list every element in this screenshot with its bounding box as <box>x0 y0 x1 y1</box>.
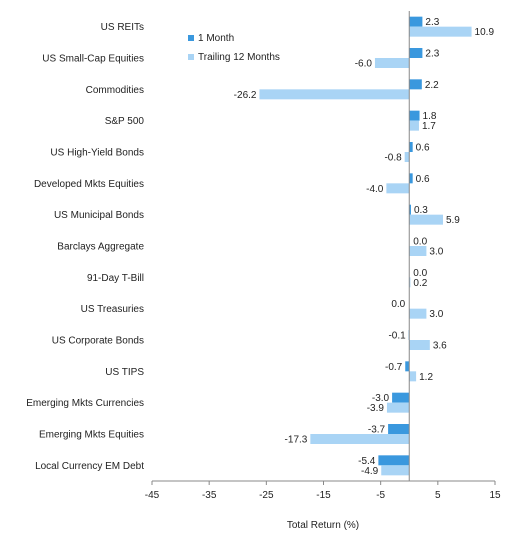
bar-one-month <box>409 16 423 27</box>
category-label: 91-Day T-Bill <box>87 273 144 284</box>
bar-one-month <box>409 79 422 90</box>
data-label-one-month: 2.3 <box>425 49 439 60</box>
data-label-one-month: 0.0 <box>413 237 427 248</box>
bar-one-month <box>409 142 413 152</box>
legend: 1 Month Trailing 12 Months <box>188 33 280 63</box>
category-label: Developed Mkts Equities <box>34 179 144 190</box>
data-label-trailing-12-months: 5.9 <box>446 215 460 226</box>
bar-one-month <box>405 361 410 372</box>
bar-one-month <box>388 424 410 434</box>
bar-trailing-12-months <box>409 214 443 225</box>
category-label: US TIPS <box>105 367 144 378</box>
bar-one-month <box>409 110 420 121</box>
data-label-trailing-12-months: 3.6 <box>433 341 447 352</box>
bar-trailing-12-months <box>409 340 430 350</box>
bar-trailing-12-months <box>310 434 410 444</box>
bar-trailing-12-months <box>409 308 427 319</box>
bar-one-month <box>409 48 423 58</box>
category-label: US Treasuries <box>81 304 144 315</box>
data-label-trailing-12-months: -0.8 <box>384 153 402 164</box>
x-tick-label: -5 <box>376 490 385 501</box>
x-tick-label: -35 <box>202 490 217 501</box>
category-label: S&P 500 <box>105 116 145 127</box>
category-label: US Corporate Bonds <box>52 336 144 347</box>
data-label-trailing-12-months: 1.2 <box>419 372 433 383</box>
data-label-one-month: 0.0 <box>391 299 405 310</box>
data-label-trailing-12-months: 0.2 <box>413 278 427 289</box>
data-label-trailing-12-months: -6.0 <box>355 59 373 70</box>
data-label-trailing-12-months: 3.0 <box>429 247 443 258</box>
data-label-trailing-12-months: -26.2 <box>234 90 257 101</box>
data-label-trailing-12-months: 1.7 <box>422 121 436 132</box>
category-label: Local Currency EM Debt <box>35 461 144 472</box>
category-label: US Small-Cap Equities <box>42 54 144 65</box>
bar-trailing-12-months <box>409 277 411 288</box>
bar-trailing-12-months <box>404 152 410 162</box>
bar-trailing-12-months <box>386 402 410 413</box>
x-tick-label: -25 <box>259 490 274 501</box>
bar-trailing-12-months <box>259 89 410 100</box>
x-tick-label: 5 <box>435 490 441 501</box>
legend-swatch <box>188 54 194 60</box>
data-label-trailing-12-months: -4.9 <box>361 466 379 477</box>
data-label-one-month: -0.1 <box>388 331 406 342</box>
data-label-trailing-12-months: -4.0 <box>366 184 384 195</box>
data-label-one-month: 0.3 <box>414 205 428 216</box>
x-axis-label: Total Return (%) <box>287 520 359 531</box>
bar-trailing-12-months <box>381 465 410 476</box>
data-label-trailing-12-months: -3.9 <box>367 403 385 414</box>
category-label: Barclays Aggregate <box>57 242 144 253</box>
bar-one-month <box>409 173 413 184</box>
category-label: US High-Yield Bonds <box>50 148 144 159</box>
bar-one-month <box>378 455 410 466</box>
legend-label: Trailing 12 Months <box>198 52 280 63</box>
data-label-one-month: 0.6 <box>416 174 430 185</box>
bar-trailing-12-months <box>374 58 410 68</box>
bar-one-month <box>392 392 410 403</box>
x-tick-label: -45 <box>145 490 160 501</box>
bar-trailing-12-months <box>386 183 410 194</box>
data-label-trailing-12-months: 10.9 <box>475 27 495 38</box>
data-label-one-month: -0.7 <box>385 362 403 373</box>
category-label: US Municipal Bonds <box>54 210 144 221</box>
category-label: US REITs <box>101 22 144 33</box>
data-label-one-month: -5.4 <box>358 456 376 467</box>
bar-trailing-12-months <box>409 246 427 256</box>
data-label-one-month: 0.0 <box>413 268 427 279</box>
axis-layer: -45 -35 -25 -15 -5 5 15 <box>145 11 501 501</box>
labels-layer: US REITs US Small-Cap Equities Commodities… <box>26 17 494 477</box>
category-label: Emerging Mkts Equities <box>39 430 144 441</box>
category-label: Commodities <box>86 85 144 96</box>
data-label-one-month: 2.3 <box>425 17 439 28</box>
bar-trailing-12-months <box>409 371 417 382</box>
bar-one-month <box>409 204 411 215</box>
bar-trailing-12-months <box>409 26 472 37</box>
data-label-one-month: -3.7 <box>368 425 386 436</box>
x-tick-label: -15 <box>316 490 331 501</box>
category-label: Emerging Mkts Currencies <box>26 398 144 409</box>
bar-trailing-12-months <box>409 120 419 131</box>
data-label-trailing-12-months: -17.3 <box>285 435 308 446</box>
data-label-one-month: 1.8 <box>423 111 437 122</box>
data-label-trailing-12-months: 3.0 <box>429 309 443 320</box>
data-label-one-month: -3.0 <box>372 393 390 404</box>
legend-label: 1 Month <box>198 33 234 44</box>
data-label-one-month: 2.2 <box>425 80 439 91</box>
data-label-one-month: 0.6 <box>416 143 430 154</box>
legend-swatch <box>188 35 194 41</box>
bars-layer <box>259 16 472 476</box>
x-tick-label: 15 <box>489 490 501 501</box>
